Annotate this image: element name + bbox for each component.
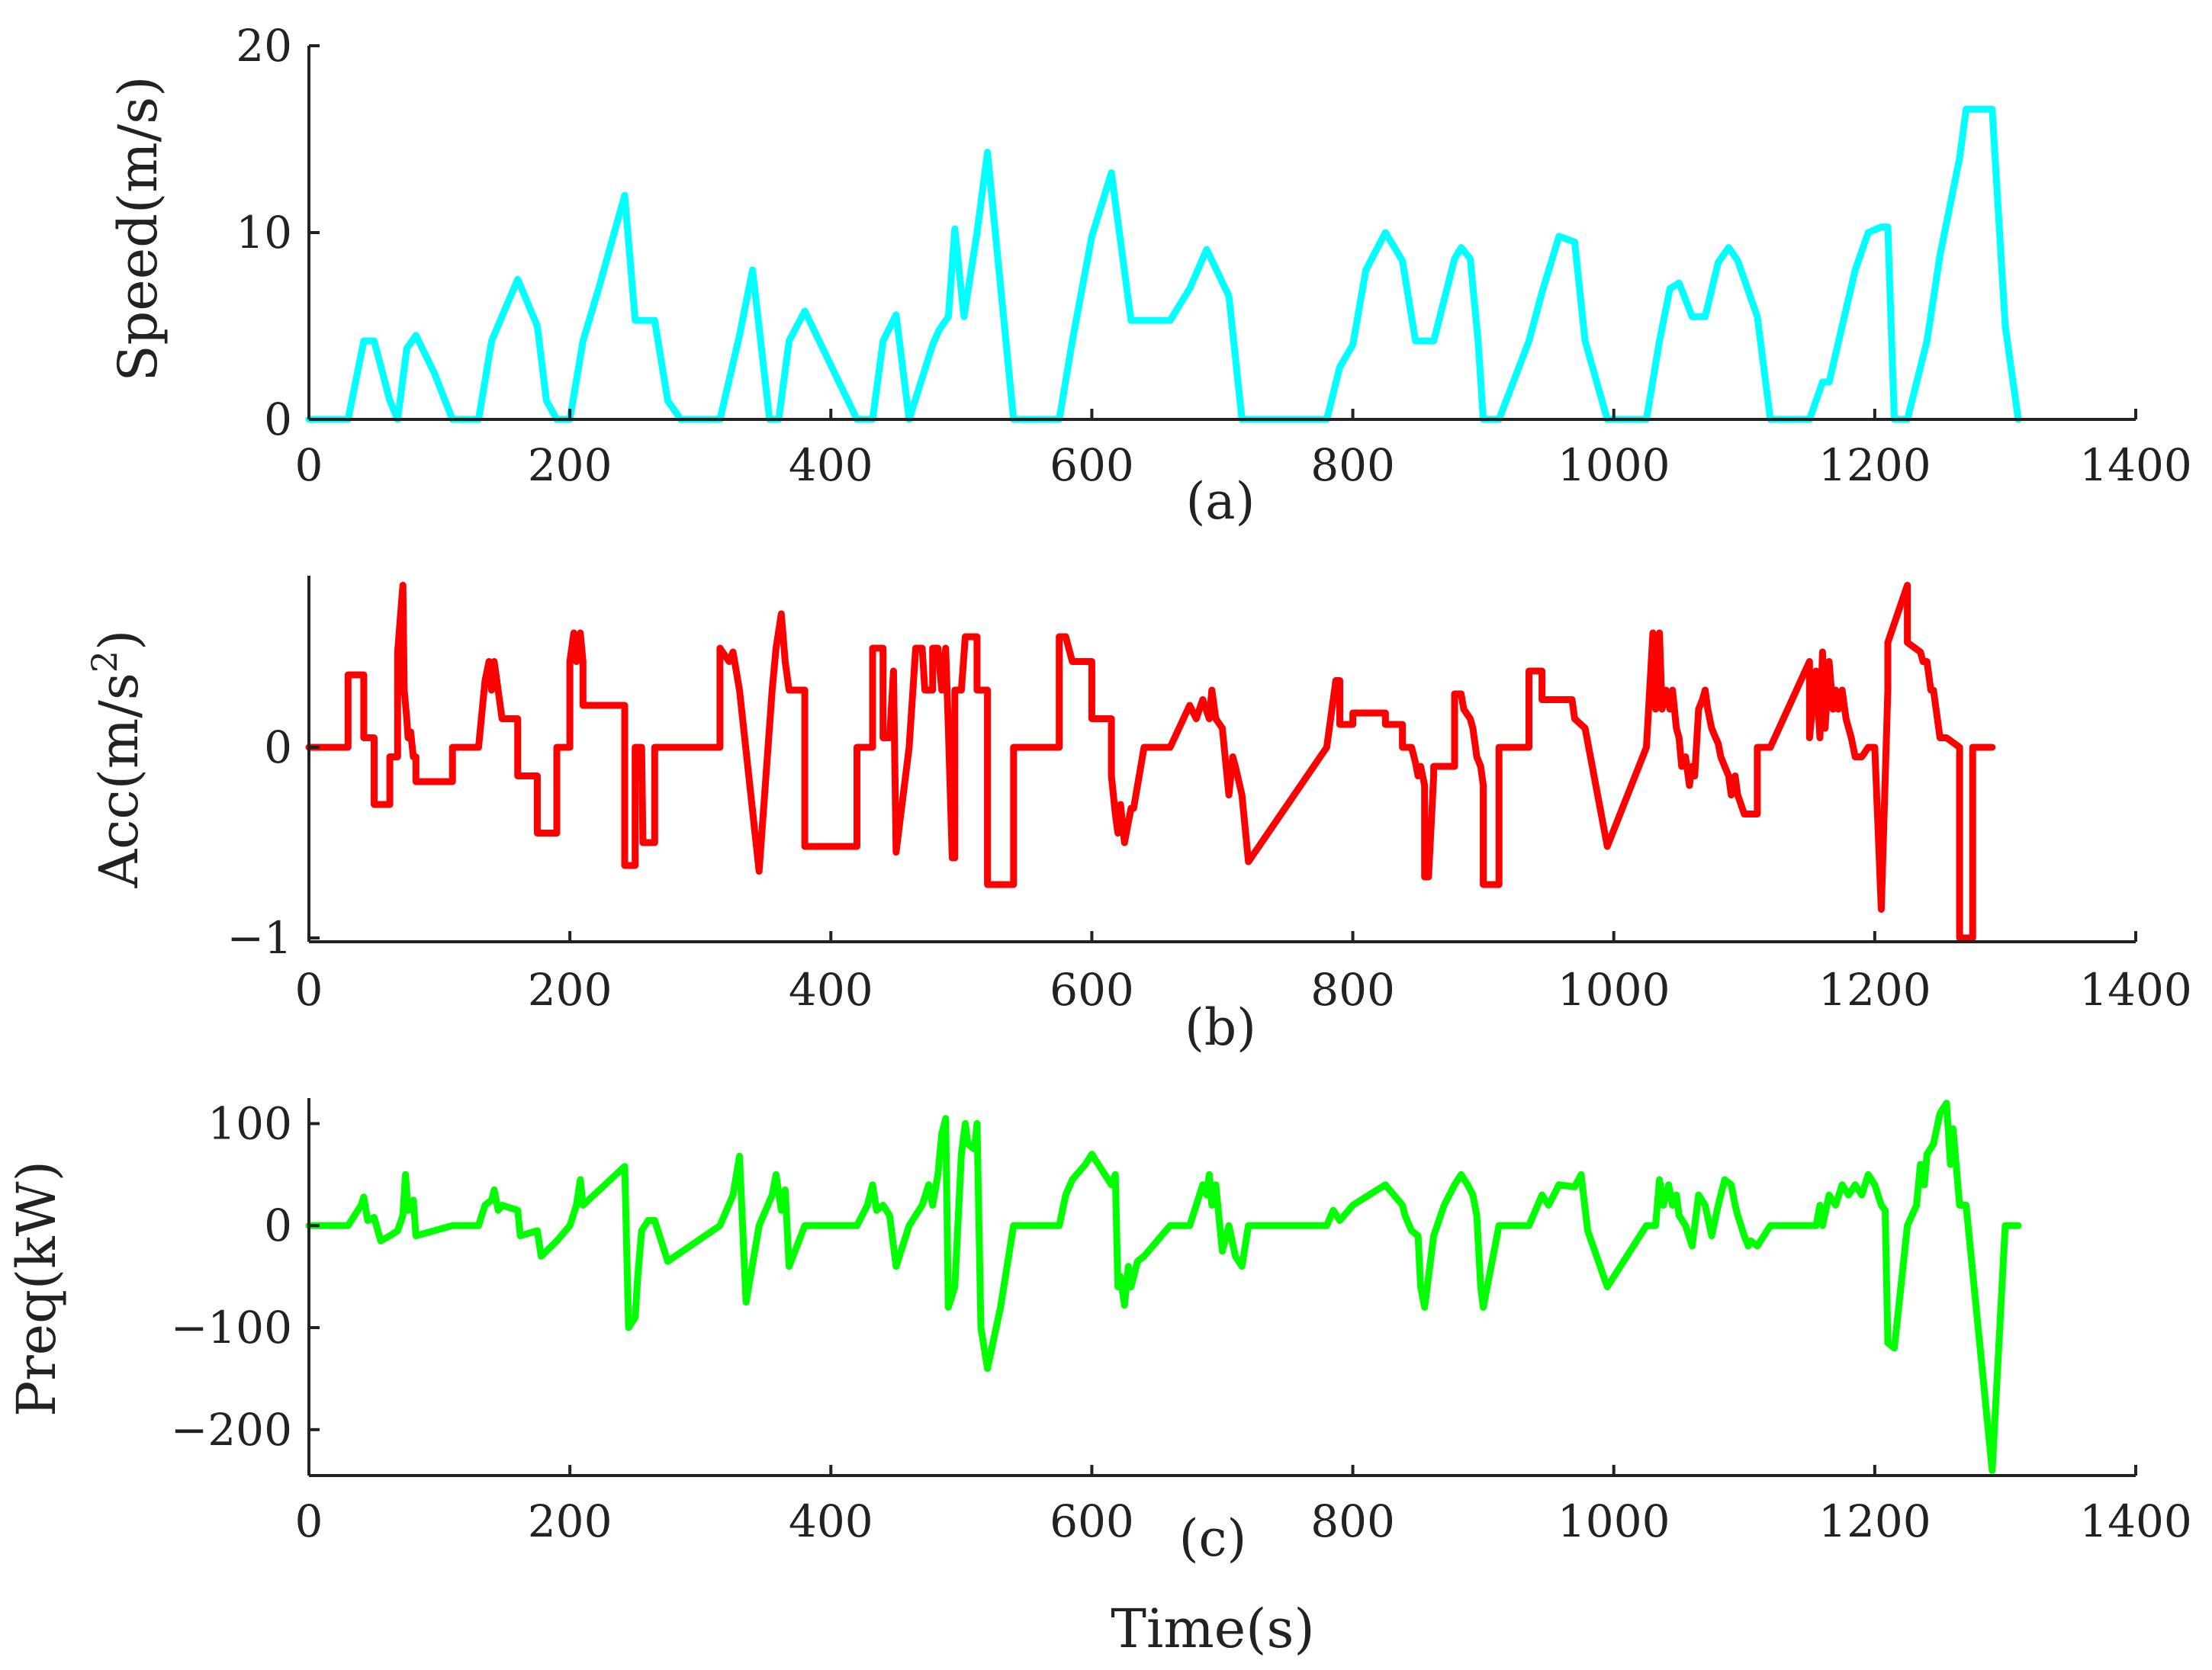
power-request-chart: 0 200 400 600 800 1000 1200 1400 −200 −100 0 100 Pr…: [5, 1097, 2192, 1568]
power-ticks: 0 200 400 600 800 1000 1200 1400 −200 −100 0 100: [171, 1097, 2192, 1547]
panel-label-a: (a): [1186, 472, 1256, 531]
power-y-tick-label: −200: [171, 1404, 292, 1456]
power-x-tick-label: 800: [1310, 1495, 1395, 1547]
speed-series-line: [305, 105, 2022, 423]
acceleration-x-tick-label: 1400: [2079, 964, 2192, 1016]
power-x-tick-label: 0: [295, 1495, 323, 1547]
power-x-tick-label: 600: [1050, 1495, 1134, 1547]
acceleration-y-tick-label: 0: [264, 721, 292, 773]
acceleration-x-tick-label: 600: [1050, 964, 1134, 1016]
speed-series-layer: [305, 105, 2022, 423]
speed-x-tick-label: 200: [528, 439, 612, 491]
acceleration-series-layer: [305, 582, 1996, 942]
acceleration-x-tick-label: 0: [295, 964, 323, 1016]
speed-y-tick-label: 0: [264, 393, 292, 445]
power-x-tick-label: 1400: [2079, 1495, 2192, 1547]
speed-x-tick-label: 600: [1050, 439, 1134, 491]
acceleration-y-tick-label: −1: [227, 912, 293, 964]
power-x-tick-label: 200: [528, 1495, 612, 1547]
power-y-axis-label: Preq(kW): [5, 1161, 68, 1417]
power-y-tick-label: 0: [264, 1200, 292, 1251]
power-series-line: [305, 1100, 2022, 1474]
speed-chart: 0 200 400 600 800 1000 1200 1400 0 10 20 Speed(m/s…: [107, 20, 2192, 531]
speed-axes: [307, 46, 2136, 421]
acceleration-y-axis-label: Acc(m/s2): [84, 630, 150, 889]
speed-x-tick-label: 1200: [1818, 439, 1931, 491]
speed-x-tick-label: 800: [1310, 439, 1395, 491]
acceleration-x-tick-label: 400: [789, 964, 873, 1016]
power-y-tick-label: 100: [207, 1097, 292, 1149]
x-axis-label: Time(s): [1111, 1598, 1314, 1660]
power-x-tick-label: 1000: [1558, 1495, 1670, 1547]
panel-label-b: (b): [1185, 998, 1256, 1057]
power-series-layer: [305, 1100, 2022, 1474]
power-axes: [307, 1098, 2136, 1477]
acceleration-chart: 0 200 400 600 800 1000 1200 1400−10 Acc(m/s2) (…: [84, 576, 2192, 1057]
speed-y-tick-label: 10: [236, 207, 292, 259]
power-y-tick-label: −100: [171, 1302, 292, 1354]
acceleration-x-tick-label: 800: [1310, 964, 1395, 1016]
acceleration-y-axis-label-exponent: 2: [84, 650, 125, 673]
speed-x-tick-label: 1400: [2079, 439, 2192, 491]
speed-y-tick-label: 20: [236, 20, 292, 72]
acceleration-axes: [307, 576, 2136, 943]
acceleration-ticks: 0 200 400 600 800 1000 1200 1400−10: [227, 721, 2192, 1016]
speed-x-tick-label: 1000: [1558, 439, 1670, 491]
power-x-tick-label: 400: [789, 1495, 873, 1547]
speed-x-tick-label: 400: [789, 439, 873, 491]
speed-ticks: 0 200 400 600 800 1000 1200 1400 0 10 20: [236, 20, 2192, 491]
speed-x-tick-label: 0: [295, 439, 323, 491]
acceleration-x-tick-label: 1200: [1818, 964, 1931, 1016]
acceleration-x-tick-label: 200: [528, 964, 612, 1016]
acceleration-series-line: [305, 582, 1996, 942]
acceleration-x-tick-label: 1000: [1558, 964, 1670, 1016]
panel-label-c: (c): [1179, 1509, 1246, 1568]
power-x-tick-label: 1200: [1818, 1495, 1931, 1547]
speed-y-axis-label: Speed(m/s): [107, 76, 169, 382]
